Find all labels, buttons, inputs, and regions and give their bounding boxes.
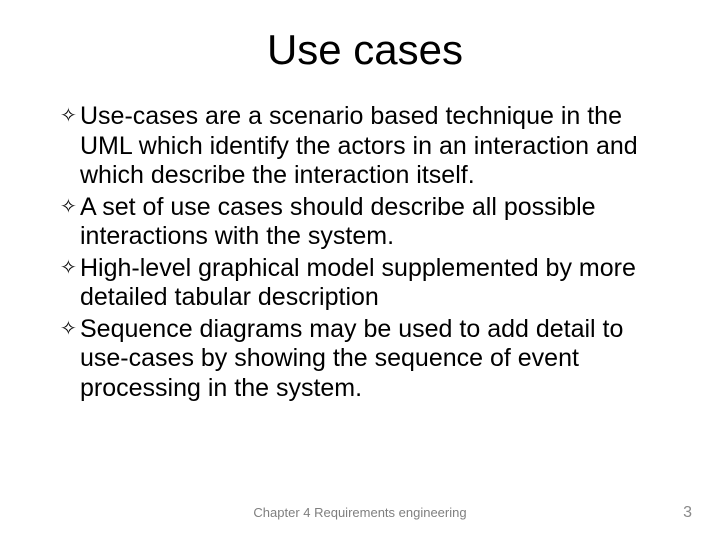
bullet-icon: ✧ [60, 254, 80, 283]
bullet-item: ✧ Sequence diagrams may be used to add d… [60, 315, 670, 404]
bullet-item: ✧ Use-cases are a scenario based techniq… [60, 102, 670, 191]
bullet-icon: ✧ [60, 315, 80, 344]
bullet-icon: ✧ [60, 193, 80, 222]
slide-body: ✧ Use-cases are a scenario based techniq… [60, 102, 670, 403]
bullet-item: ✧ High-level graphical model supplemente… [60, 254, 670, 313]
bullet-text: A set of use cases should describe all p… [80, 193, 670, 252]
bullet-text: Sequence diagrams may be used to add det… [80, 315, 670, 404]
bullet-text: High-level graphical model supplemented … [80, 254, 670, 313]
page-number: 3 [683, 504, 692, 522]
bullet-text: Use-cases are a scenario based technique… [80, 102, 670, 191]
slide: Use cases ✧ Use-cases are a scenario bas… [0, 0, 720, 540]
slide-title: Use cases [60, 26, 670, 74]
slide-footer: Chapter 4 Requirements engineering [0, 505, 720, 520]
bullet-icon: ✧ [60, 102, 80, 131]
bullet-item: ✧ A set of use cases should describe all… [60, 193, 670, 252]
